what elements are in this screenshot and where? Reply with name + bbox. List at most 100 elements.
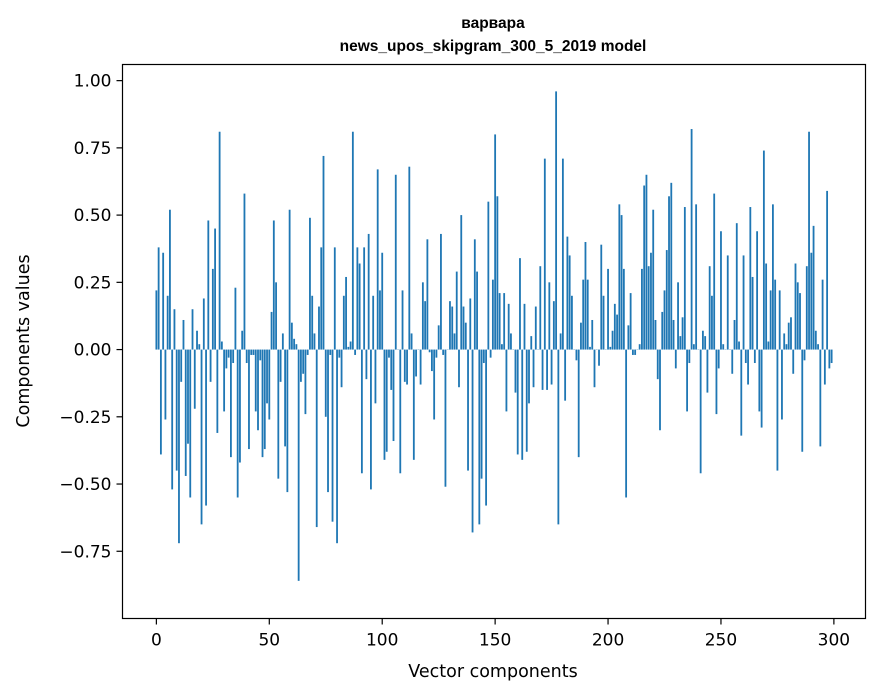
bar — [211, 268, 214, 350]
chart-title: варвара — [461, 15, 525, 32]
bar — [681, 317, 684, 350]
bar — [399, 349, 402, 474]
bar — [552, 301, 555, 350]
bar — [708, 266, 711, 350]
bar — [277, 349, 280, 479]
x-tick-label: 100 — [366, 631, 398, 651]
bar — [225, 349, 228, 369]
y-tick-label: −0.50 — [59, 475, 111, 495]
bar — [611, 330, 614, 350]
bar — [241, 330, 244, 350]
bar — [711, 295, 713, 350]
bar — [272, 220, 275, 350]
bar — [290, 322, 293, 350]
bar — [300, 349, 302, 382]
x-tick-label: 200 — [592, 631, 624, 651]
bar — [496, 196, 499, 350]
bar — [293, 338, 296, 350]
x-axis: 0 50 100 150 200 250 300 — [151, 618, 850, 651]
bar — [525, 349, 528, 452]
bar — [501, 344, 503, 350]
bar — [198, 344, 201, 350]
bar — [659, 349, 661, 431]
bar — [485, 349, 487, 506]
bar — [609, 346, 612, 350]
bar — [487, 201, 490, 350]
bar — [333, 247, 336, 350]
bar — [372, 295, 375, 350]
bar — [302, 349, 305, 374]
bar — [794, 263, 797, 350]
bar — [351, 131, 354, 350]
bar — [261, 349, 264, 458]
bar — [634, 349, 637, 355]
bar — [627, 325, 630, 350]
bar — [652, 209, 655, 350]
bar — [311, 295, 314, 350]
bar — [394, 174, 397, 350]
bar — [548, 282, 551, 350]
bar — [354, 349, 357, 355]
bar — [568, 255, 571, 350]
bar — [661, 311, 664, 350]
bar — [720, 231, 722, 350]
bar — [814, 330, 817, 350]
bar — [819, 349, 822, 447]
bar — [503, 293, 506, 350]
bar — [561, 158, 564, 350]
bar — [801, 349, 804, 452]
bar — [643, 185, 646, 350]
bar — [166, 295, 169, 350]
bar — [523, 303, 526, 350]
bar — [670, 182, 673, 350]
bar — [193, 349, 196, 409]
bar — [178, 349, 180, 544]
bar — [437, 325, 440, 350]
bar — [433, 349, 436, 420]
bar — [162, 252, 165, 350]
y-tick-label: 1.00 — [74, 72, 112, 92]
bar — [338, 349, 341, 358]
bar — [356, 247, 359, 350]
bar — [440, 233, 442, 350]
bar — [625, 349, 628, 498]
bar — [385, 349, 388, 452]
bar — [550, 349, 553, 385]
bar — [403, 349, 406, 382]
bar — [220, 341, 223, 350]
bar — [415, 349, 417, 377]
bar — [810, 252, 813, 350]
bar — [331, 349, 334, 522]
bar — [686, 349, 688, 412]
bar — [284, 349, 287, 447]
bar — [279, 349, 282, 382]
bar — [295, 344, 298, 350]
bar — [530, 336, 533, 350]
bar — [510, 333, 512, 350]
bar — [704, 336, 707, 350]
bar — [281, 333, 284, 350]
bar — [259, 349, 262, 361]
bar — [376, 169, 379, 350]
bar — [182, 319, 185, 350]
bar — [159, 349, 162, 455]
bar — [785, 344, 788, 350]
bar — [620, 215, 623, 350]
bar — [444, 349, 447, 487]
bar — [758, 349, 761, 412]
bar — [286, 349, 289, 493]
bar — [828, 349, 831, 369]
bar — [329, 349, 332, 355]
bar — [419, 349, 422, 385]
bar — [799, 293, 801, 350]
bar — [428, 349, 431, 353]
bar — [695, 204, 698, 350]
bar — [656, 349, 659, 380]
bar — [783, 333, 786, 350]
bar — [751, 276, 754, 350]
bar — [498, 293, 501, 350]
bar — [442, 349, 445, 355]
chart-subtitle: news_upos_skipgram_300_5_2019 model — [340, 38, 647, 55]
bar — [494, 134, 497, 350]
